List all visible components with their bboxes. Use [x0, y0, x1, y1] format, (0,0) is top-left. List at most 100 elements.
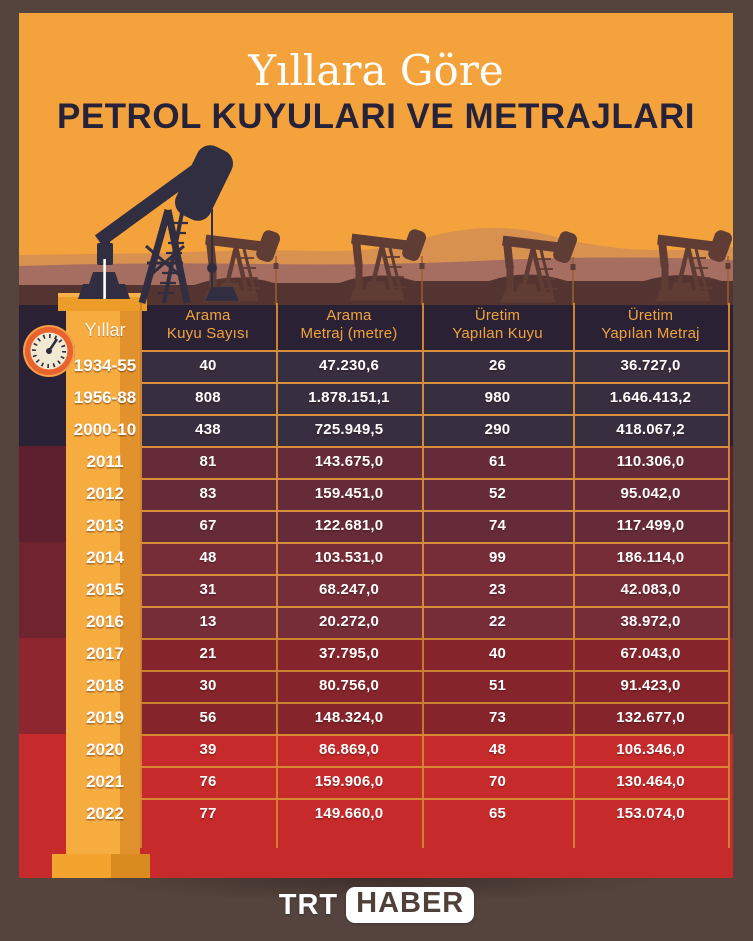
grid-hline: [140, 638, 729, 640]
grid-hline: [140, 798, 729, 800]
grid-hline: [140, 542, 729, 544]
table-cell: 31: [199, 581, 217, 598]
table-cell: 153.074,0: [616, 805, 685, 822]
table-rows: 1934-55 40 47.230,6 26 36.727,0 1956-88 808 1.8…: [19, 13, 733, 878]
title-subtitle: Yıllara Göre: [248, 46, 504, 95]
table-cell: 48: [199, 549, 217, 566]
table-cell: 80.756,0: [319, 677, 379, 694]
table-cell: 13: [199, 613, 217, 630]
table-cell: 1.646.413,2: [609, 389, 692, 406]
table-cell: 103.531,0: [314, 549, 384, 566]
table-cell: 73: [488, 709, 507, 726]
table-cell: 42.083,0: [620, 581, 681, 598]
table-cell: 37.795,0: [319, 645, 379, 662]
column-header-line: Yapılan Metraj: [601, 325, 700, 342]
table-cell: 130.464,0: [616, 773, 685, 790]
oilfield-scene: [19, 145, 733, 878]
table-cell: 39: [199, 741, 217, 758]
grid-vline: [728, 303, 730, 848]
column-header-line: Metraj (metre): [300, 325, 398, 342]
table-cell: 159.906,0: [314, 773, 384, 790]
trt-logo-text: TRT: [278, 888, 339, 921]
table-cell: 808: [195, 389, 221, 406]
grid-hline: [140, 670, 729, 672]
table-cell: 438: [195, 421, 221, 438]
year-label: 2015: [86, 580, 124, 599]
table-cell: 148.324,0: [314, 709, 384, 726]
trt-haber-logo: TRT HABER: [0, 884, 753, 926]
grid-vline: [573, 303, 575, 848]
table-cell: 56: [199, 709, 217, 726]
year-label: 2011: [86, 452, 124, 471]
column-header-uretim-kuyu: Üretim Yapılan Kuyu: [423, 302, 572, 348]
table-cell: 22: [488, 613, 507, 630]
grid-hline: [140, 734, 729, 736]
table-row: [141, 478, 729, 510]
column-header-line: Üretim: [474, 307, 521, 324]
grid-hline: [140, 574, 729, 576]
table-cell: 159.451,0: [314, 485, 384, 502]
pumpjack-large: [78, 145, 239, 304]
column-header-line: Arama: [326, 307, 372, 324]
column-header-arama-metraj: Arama Metraj (metre): [277, 302, 421, 348]
table-cell: 36.727,0: [620, 357, 681, 374]
table-cell: 74: [488, 517, 507, 534]
table-row: [141, 382, 729, 414]
table-cell: 418.067,2: [616, 421, 685, 438]
table-cell: 67: [199, 517, 217, 534]
table-cell: 1.878.151,1: [308, 389, 390, 406]
year-label: 1934-55: [73, 356, 137, 375]
year-label: 2020: [86, 740, 124, 759]
title-main: PETROL KUYULARI VE METRAJLARI: [56, 97, 696, 136]
table-cell: 21: [199, 645, 217, 662]
infographic-canvas: Yıllara Göre PETROL KUYULARI VE METRAJLA…: [19, 13, 733, 878]
table-cell: 38.972,0: [620, 613, 681, 630]
column-header-uretim-metraj: Üretim Yapılan Metraj: [574, 302, 727, 348]
grid-hline: [140, 414, 729, 416]
pressure-gauge-icon: [23, 325, 75, 377]
year-label: 2017: [86, 644, 124, 663]
table-row: [141, 670, 729, 702]
grid-hline: [140, 446, 729, 448]
table-row: [141, 574, 729, 606]
year-column-header: Yıllar: [84, 320, 126, 340]
table-cell: 117.499,0: [616, 517, 685, 534]
table-cell: 81: [199, 453, 217, 470]
grid-hline: [140, 350, 729, 352]
table-cell: 40: [199, 357, 217, 374]
polished-rod: [103, 259, 106, 299]
table-cell: 143.675,0: [314, 453, 384, 470]
table-cell: 65: [488, 805, 507, 822]
table-cell: 106.346,0: [616, 741, 685, 758]
pumpjack-ladder: [158, 221, 188, 295]
table-row: [141, 702, 729, 734]
grid-hline: [140, 766, 729, 768]
year-label: 1956-88: [73, 388, 137, 407]
haber-logo-badge: HABER: [346, 887, 475, 923]
table-cell: 91.423,0: [620, 677, 681, 694]
table-cell: 122.681,0: [314, 517, 384, 534]
table-cell: 51: [488, 677, 507, 694]
table-row: [141, 350, 729, 382]
grid-hline: [140, 478, 729, 480]
grid-vline: [422, 303, 424, 848]
table-cell: 52: [488, 485, 507, 502]
table-cell: 47.230,6: [319, 357, 379, 374]
table-cell: 23: [488, 581, 507, 598]
column-header-line: Üretim: [627, 307, 674, 324]
year-label: 2018: [86, 676, 124, 695]
table-cell: 26: [488, 357, 507, 374]
table-cell: 48: [488, 741, 507, 758]
table-cell: 149.660,0: [314, 805, 384, 822]
grid-hline: [140, 382, 729, 384]
table-cell: 30: [199, 677, 217, 694]
table-cell: 86.869,0: [319, 741, 379, 758]
grid-vline: [140, 303, 142, 848]
table-row: [141, 446, 729, 478]
table-cell: 67.043,0: [620, 645, 681, 662]
grid-hline: [140, 702, 729, 704]
table-cell: 40: [488, 645, 507, 662]
table-cell: 110.306,0: [616, 453, 685, 470]
year-label: 2016: [86, 612, 124, 631]
cable-beads: [273, 263, 731, 270]
